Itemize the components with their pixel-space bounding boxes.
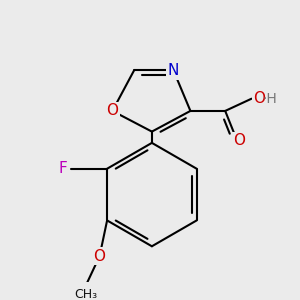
Text: O: O <box>254 91 266 106</box>
Text: F: F <box>59 161 68 176</box>
Text: CH₃: CH₃ <box>74 288 97 300</box>
Text: O: O <box>233 134 245 148</box>
Text: O: O <box>94 249 106 264</box>
Text: ·H: ·H <box>263 92 278 106</box>
Text: N: N <box>168 63 179 78</box>
Text: O: O <box>106 103 119 118</box>
